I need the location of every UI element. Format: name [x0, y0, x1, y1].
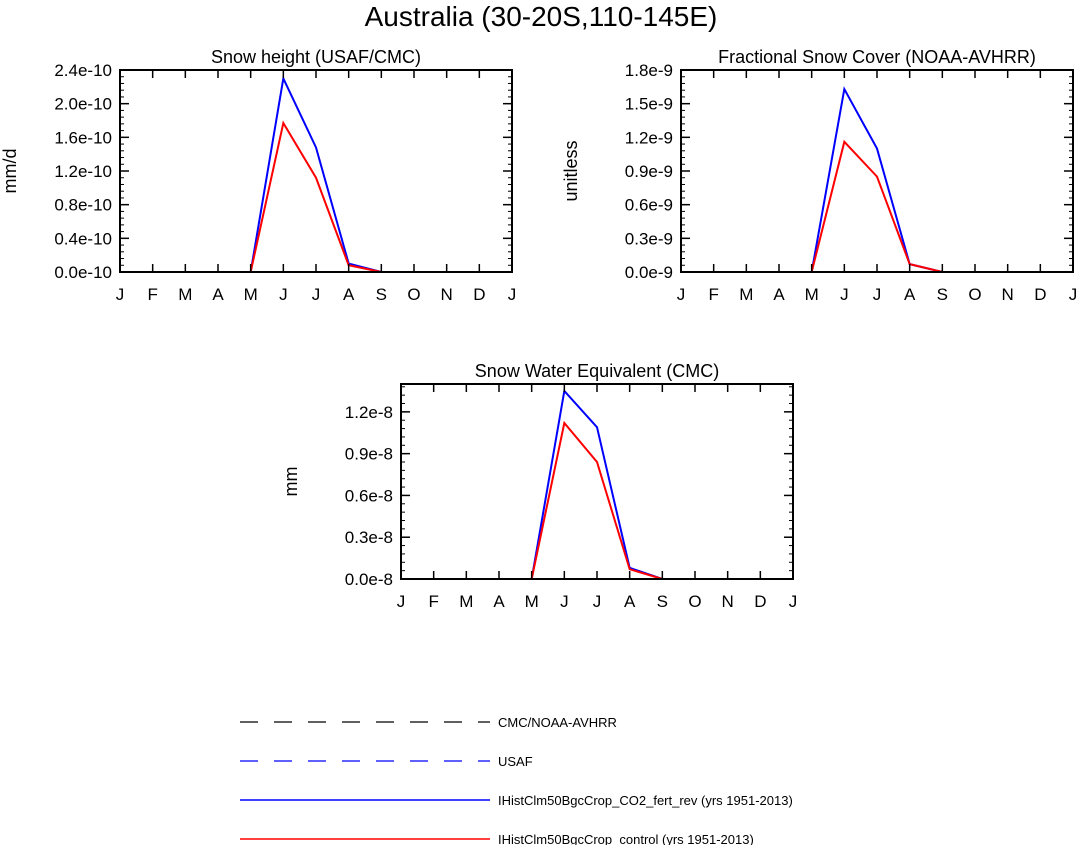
y-tick-label: 0.6e-8	[345, 486, 393, 505]
x-tick-label: J	[677, 285, 686, 304]
y-axis-label: mm	[281, 467, 301, 497]
x-tick-label: M	[525, 592, 539, 611]
x-tick-label: F	[147, 285, 157, 304]
x-tick-label: J	[279, 285, 288, 304]
x-tick-label: N	[441, 285, 453, 304]
x-tick-label: M	[805, 285, 819, 304]
y-tick-label: 0.9e-8	[345, 445, 393, 464]
y-axis-label: unitless	[561, 140, 581, 201]
y-tick-label: 0.3e-9	[625, 229, 673, 248]
y-tick-label: 0.3e-8	[345, 528, 393, 547]
x-tick-label: J	[397, 592, 406, 611]
series-line-3	[681, 86, 1073, 273]
x-tick-label: J	[840, 285, 849, 304]
x-tick-label: J	[560, 592, 569, 611]
y-tick-label: 1.5e-9	[625, 95, 673, 114]
chart-panel-1: Snow height (USAF/CMC)mm/dJ F M A M J J A S O N D J0…	[0, 47, 516, 304]
y-tick-label: 0.6e-9	[625, 196, 673, 215]
legend-label-4: IHistClm50BgcCrop_control (yrs 1951-2013…	[498, 832, 754, 845]
x-tick-label: J	[873, 285, 882, 304]
x-tick-label: D	[1034, 285, 1046, 304]
plot-frame	[400, 383, 794, 580]
y-tick-label: 1.2e-10	[54, 162, 112, 181]
chart-title: Fractional Snow Cover (NOAA-AVHRR)	[718, 47, 1036, 67]
x-tick-label: A	[493, 592, 505, 611]
y-tick-label: 1.2e-9	[625, 128, 673, 147]
x-tick-label: F	[428, 592, 438, 611]
x-tick-label: J	[593, 592, 602, 611]
legend: CMC/NOAA-AVHRR USAF IHistClm50BgcCrop_CO2_…	[240, 715, 793, 845]
x-tick-label: S	[657, 592, 668, 611]
y-tick-label: 2.4e-10	[54, 61, 112, 80]
series-line-3	[120, 75, 512, 273]
panels: Snow height (USAF/CMC)mm/dJ F M A M J J A S O N D J0…	[0, 47, 1077, 611]
legend-label-2: USAF	[498, 754, 533, 769]
y-tick-label: 0.4e-10	[54, 229, 112, 248]
x-tick-label: S	[937, 285, 948, 304]
x-tick-label: N	[722, 592, 734, 611]
y-tick-label: 2.0e-10	[54, 95, 112, 114]
y-axis-label: mm/d	[0, 149, 20, 194]
y-tick-label: 0.9e-9	[625, 162, 673, 181]
y-tick-label: 1.8e-9	[625, 61, 673, 80]
x-tick-label: F	[708, 285, 718, 304]
x-tick-label: A	[904, 285, 916, 304]
y-tick-label: 0.0e-8	[345, 570, 393, 589]
plot-frame	[680, 69, 1074, 273]
y-tick-label: 0.0e-9	[625, 263, 673, 282]
legend-label-1: CMC/NOAA-AVHRR	[498, 715, 617, 730]
series-line-3	[401, 388, 793, 580]
x-tick-label: A	[343, 285, 355, 304]
x-tick-label: O	[688, 592, 701, 611]
chart-panel-2: Fractional Snow Cover (NOAA-AVHRR) unitle…	[561, 47, 1077, 304]
y-tick-label: 0.8e-10	[54, 196, 112, 215]
x-tick-label: M	[178, 285, 192, 304]
x-tick-label: M	[459, 592, 473, 611]
x-tick-label: M	[244, 285, 258, 304]
x-tick-label: J	[789, 592, 798, 611]
x-tick-label: N	[1002, 285, 1014, 304]
main-title: Australia (30-20S,110-145E)	[365, 1, 718, 32]
y-tick-label: 1.2e-8	[345, 403, 393, 422]
y-tick-label: 0.0e-10	[54, 263, 112, 282]
y-tick-label: 1.6e-10	[54, 128, 112, 147]
plot-frame	[119, 69, 513, 273]
chart-panel-3: Snow Water Equivalent (CMC) mm J F M A M J J A S O N…	[281, 361, 797, 611]
x-tick-label: A	[773, 285, 785, 304]
x-tick-label: J	[508, 285, 517, 304]
x-tick-label: S	[376, 285, 387, 304]
x-tick-label: D	[754, 592, 766, 611]
x-tick-label: J	[312, 285, 321, 304]
series-line-4	[681, 139, 1073, 273]
series-line-4	[401, 420, 793, 580]
chart-title: Snow Water Equivalent (CMC)	[475, 361, 719, 381]
x-tick-label: D	[473, 285, 485, 304]
x-tick-label: J	[116, 285, 125, 304]
x-tick-label: O	[968, 285, 981, 304]
chart-title: Snow height (USAF/CMC)	[211, 47, 421, 67]
x-tick-label: A	[624, 592, 636, 611]
x-tick-label: O	[407, 285, 420, 304]
legend-label-3: IHistClm50BgcCrop_CO2_fert_rev (yrs 1951…	[498, 793, 793, 808]
x-tick-label: J	[1069, 285, 1078, 304]
x-tick-label: A	[212, 285, 224, 304]
x-tick-label: M	[739, 285, 753, 304]
